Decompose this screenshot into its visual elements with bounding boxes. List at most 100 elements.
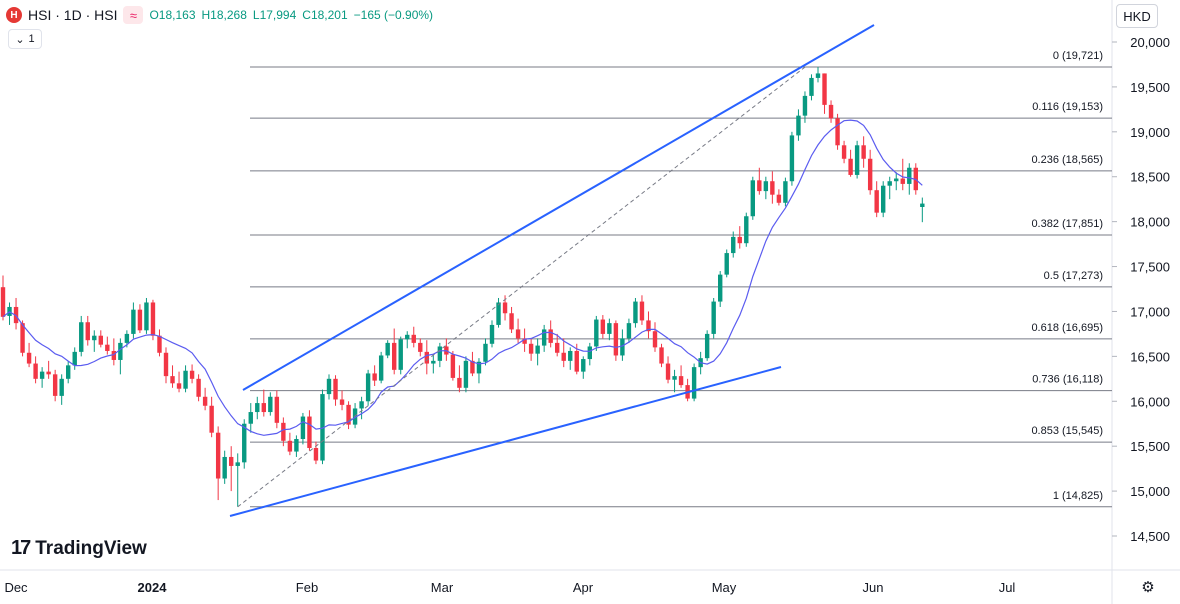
currency-button[interactable]: HKD [1116, 4, 1158, 28]
candle-body [815, 73, 821, 78]
candle-body [750, 180, 755, 217]
x-tick-label: Mar [431, 580, 454, 595]
candle-body [287, 440, 293, 452]
candle-body [861, 145, 866, 159]
candle-body [294, 438, 299, 452]
logo-text: TradingView [35, 537, 147, 559]
indicators-toggle-button[interactable]: ⌄ 1 [8, 29, 42, 49]
candle-body [437, 346, 443, 361]
candle-body [59, 378, 64, 396]
candle-body [189, 370, 195, 379]
candle-body [326, 378, 332, 395]
candle-body [235, 462, 240, 466]
candle-body [476, 361, 482, 374]
high-value: H18,268 [201, 8, 247, 22]
candle-body [281, 422, 286, 441]
x-tick-label: 2024 [138, 580, 168, 595]
candle-body [261, 403, 266, 413]
candle-body [52, 374, 58, 396]
candle-body [405, 334, 410, 340]
y-tick-label: 14,500 [1130, 529, 1170, 544]
candle-body [483, 343, 488, 362]
low-value: L17,994 [252, 8, 297, 22]
candle-body [313, 447, 319, 461]
lower-trend-line [229, 366, 782, 517]
candle-body [372, 373, 377, 381]
wave-icon[interactable]: ≈ [123, 6, 144, 24]
y-tick-label: 19,000 [1130, 125, 1170, 140]
candle-body [789, 135, 795, 182]
candle-body [620, 338, 625, 356]
candle-body [411, 334, 416, 343]
candle-body [874, 190, 879, 213]
candle-body [509, 313, 514, 330]
candle-body [887, 181, 892, 186]
candle-body [248, 412, 253, 424]
candle-body [72, 351, 77, 366]
fib-trend-line [237, 66, 806, 508]
candle-body [268, 396, 273, 413]
candle-body [242, 423, 247, 463]
y-tick-label: 16,000 [1130, 394, 1170, 409]
symbol-logo-icon[interactable]: H [6, 7, 22, 23]
candle-body [802, 95, 808, 116]
candle-body [489, 324, 495, 344]
candle-body [450, 354, 456, 378]
candle-body [470, 360, 475, 374]
candle-body [659, 347, 664, 364]
y-tick-label: 18,500 [1130, 170, 1170, 185]
tradingview-logo[interactable]: 17 TradingView [11, 537, 147, 560]
ohlc-legend: O18,163 H18,268 L17,994 C18,201 −165 (−0… [149, 8, 433, 22]
candle-body [124, 333, 130, 343]
candle-body [770, 181, 775, 195]
candle-body [392, 342, 397, 370]
candle-body [255, 403, 260, 413]
y-tick-label: 17,000 [1130, 304, 1170, 319]
candle-body [79, 322, 84, 352]
candle-body [209, 405, 214, 433]
candle-body [704, 333, 710, 359]
symbol-title[interactable]: HSI · 1D · HSI [28, 7, 118, 23]
indicator-count: 1 [28, 33, 35, 45]
fib-level-label: 0 (19,721) [1053, 50, 1103, 62]
open-value: O18,163 [149, 8, 196, 22]
upper-trend-line [242, 24, 875, 391]
candle-body [809, 77, 814, 96]
fib-level-label: 0.5 (17,273) [1044, 270, 1103, 282]
candle-body [176, 383, 182, 389]
candle-body [757, 180, 762, 192]
candle-body [581, 359, 586, 372]
y-tick-label: 15,000 [1130, 484, 1170, 499]
candle-body [385, 342, 390, 356]
candle-body [431, 360, 436, 364]
y-tick-label: 16,500 [1130, 349, 1170, 364]
candle-body [737, 236, 742, 244]
fib-level-label: 0.736 (16,118) [1032, 374, 1103, 386]
candle-body [163, 352, 169, 377]
candle-body [691, 367, 697, 399]
candle-body [424, 351, 429, 364]
candle-body [307, 416, 312, 448]
candle-body [0, 287, 6, 317]
candle-body [137, 309, 143, 331]
x-tick-label: Jun [863, 580, 884, 595]
candle-body [718, 274, 723, 302]
candle-body [418, 342, 423, 352]
candle-body [711, 301, 716, 334]
candle-body [522, 338, 527, 344]
candle-body [85, 322, 90, 341]
candle-body [594, 319, 599, 347]
candle-body [828, 104, 834, 119]
candle-body [652, 331, 658, 348]
candle-body [724, 253, 729, 275]
candle-body [222, 456, 227, 479]
candle-body [600, 319, 606, 334]
candle-body [900, 178, 905, 184]
tradingview-logo-icon: 17 [11, 537, 31, 559]
x-tick-label: May [712, 580, 737, 595]
candle-body [365, 373, 371, 402]
candle-body [867, 158, 873, 191]
settings-icon[interactable]: ⚙ [1141, 579, 1155, 596]
candle-body [118, 342, 123, 360]
